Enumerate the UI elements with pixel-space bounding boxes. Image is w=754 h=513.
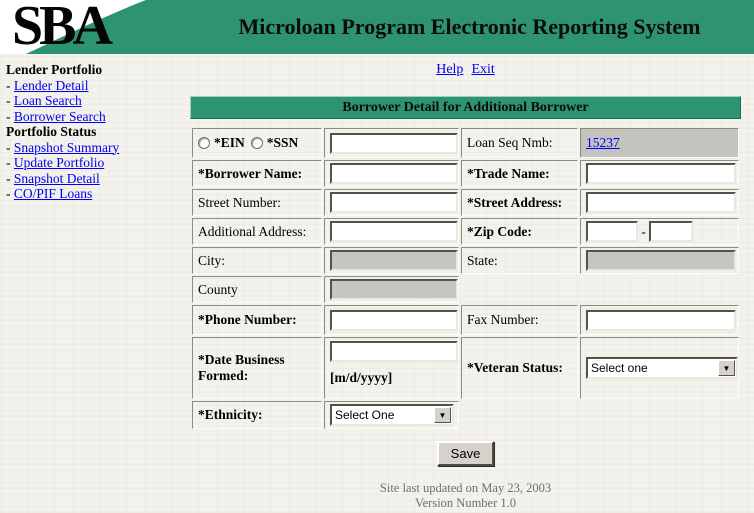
street-number-input[interactable] [330,192,458,213]
exit-link[interactable]: Exit [471,62,495,77]
app-title: Microloan Program Electronic Reporting S… [238,14,701,39]
tax-id-type-cell: *EIN *SSN [192,128,322,158]
county-label: County [192,276,322,303]
state-input [586,250,736,271]
fax-number-label: Fax Number: [461,305,578,335]
sba-logo-text: SBA [12,0,113,54]
date-format-hint: [m/d/yyyy] [330,370,393,385]
loan-seq-link[interactable]: 15237 [586,135,620,150]
ein-radio[interactable] [198,137,210,149]
loan-seq-label: Loan Seq Nmb: [461,128,578,158]
borrower-detail-form: *EIN *SSN Loan Seq Nmb: 15237 *Borrower N… [190,126,741,431]
zip-dash: - [641,224,646,239]
veteran-status-select[interactable]: Select one ▼ [586,357,738,379]
borrower-name-input[interactable] [330,163,458,184]
sidebar-item-copif-loans[interactable]: - CO/PIF Loans [6,186,93,201]
ssn-radio[interactable] [250,137,263,149]
form-title-bar: Borrower Detail for Additional Borrower [190,96,741,119]
sidebar-item-snapshot-detail[interactable]: - Snapshot Detail [6,170,100,186]
phone-number-input[interactable] [330,309,458,331]
fax-number-input[interactable] [586,309,736,331]
veteran-status-label: *Veteran Status: [461,337,578,399]
sidebar-item-lender-detail[interactable]: - Lender Detail [6,77,89,93]
street-number-label: Street Number: [192,189,322,216]
ein-label: *EIN [214,135,245,150]
trade-name-input[interactable] [586,163,736,184]
street-address-label: *Street Address: [461,189,578,216]
additional-address-input[interactable] [330,221,458,242]
state-label: State: [461,247,578,274]
zip-code-label: *Zip Code: [461,218,578,245]
sidebar-item-borrower-search[interactable]: - Borrower Search [6,108,106,124]
sidebar-item-update-portfolio[interactable]: - Update Portfolio [6,155,105,170]
sba-logo: SBA [0,0,185,54]
borrower-name-label: *Borrower Name: [192,160,322,187]
ethnicity-label: *Ethnicity: [192,401,322,429]
ethnicity-select[interactable]: Select One ▼ [330,404,454,426]
save-button[interactable]: Save [436,441,495,466]
phone-number-label: *Phone Number: [192,305,322,335]
city-input [330,250,458,271]
city-label: City: [192,247,322,274]
chevron-down-icon[interactable]: ▼ [434,407,451,423]
county-input [330,279,458,300]
date-business-formed-label: *Date Business Formed: [192,337,322,399]
sidebar-item-snapshot-summary[interactable]: - Snapshot Summary [6,139,120,155]
sidebar-nav: Lender Portfolio - Lender Detail - Loan … [6,62,186,202]
zip-code-input[interactable] [586,221,638,242]
ssn-label: *SSN [266,135,299,150]
trade-name-label: *Trade Name: [461,160,578,187]
additional-address-label: Additional Address: [192,218,322,245]
header-banner: Microloan Program Electronic Reporting S… [0,0,754,54]
tax-id-input[interactable] [330,132,458,154]
save-row: Save [190,441,741,466]
footer-updated-text: Site last updated on May 23, 2003 [379,481,552,495]
footer-version-text: Version Number 1.0 [414,496,517,510]
sidebar-item-loan-search[interactable]: - Loan Search [6,93,82,108]
zip-plus4-input[interactable] [649,221,694,242]
sidebar-heading-lender-portfolio: Lender Portfolio [6,62,103,77]
top-links: Help Exit [190,62,741,78]
sidebar-heading-portfolio-status: Portfolio Status [6,124,97,139]
footer: Site last updated on May 23, 2003 Versio… [190,481,741,511]
chevron-down-icon[interactable]: ▼ [718,360,735,376]
logo-swoosh-shape [26,0,185,54]
date-business-formed-input[interactable] [330,341,458,362]
help-link[interactable]: Help [436,62,464,77]
street-address-input[interactable] [586,192,736,213]
